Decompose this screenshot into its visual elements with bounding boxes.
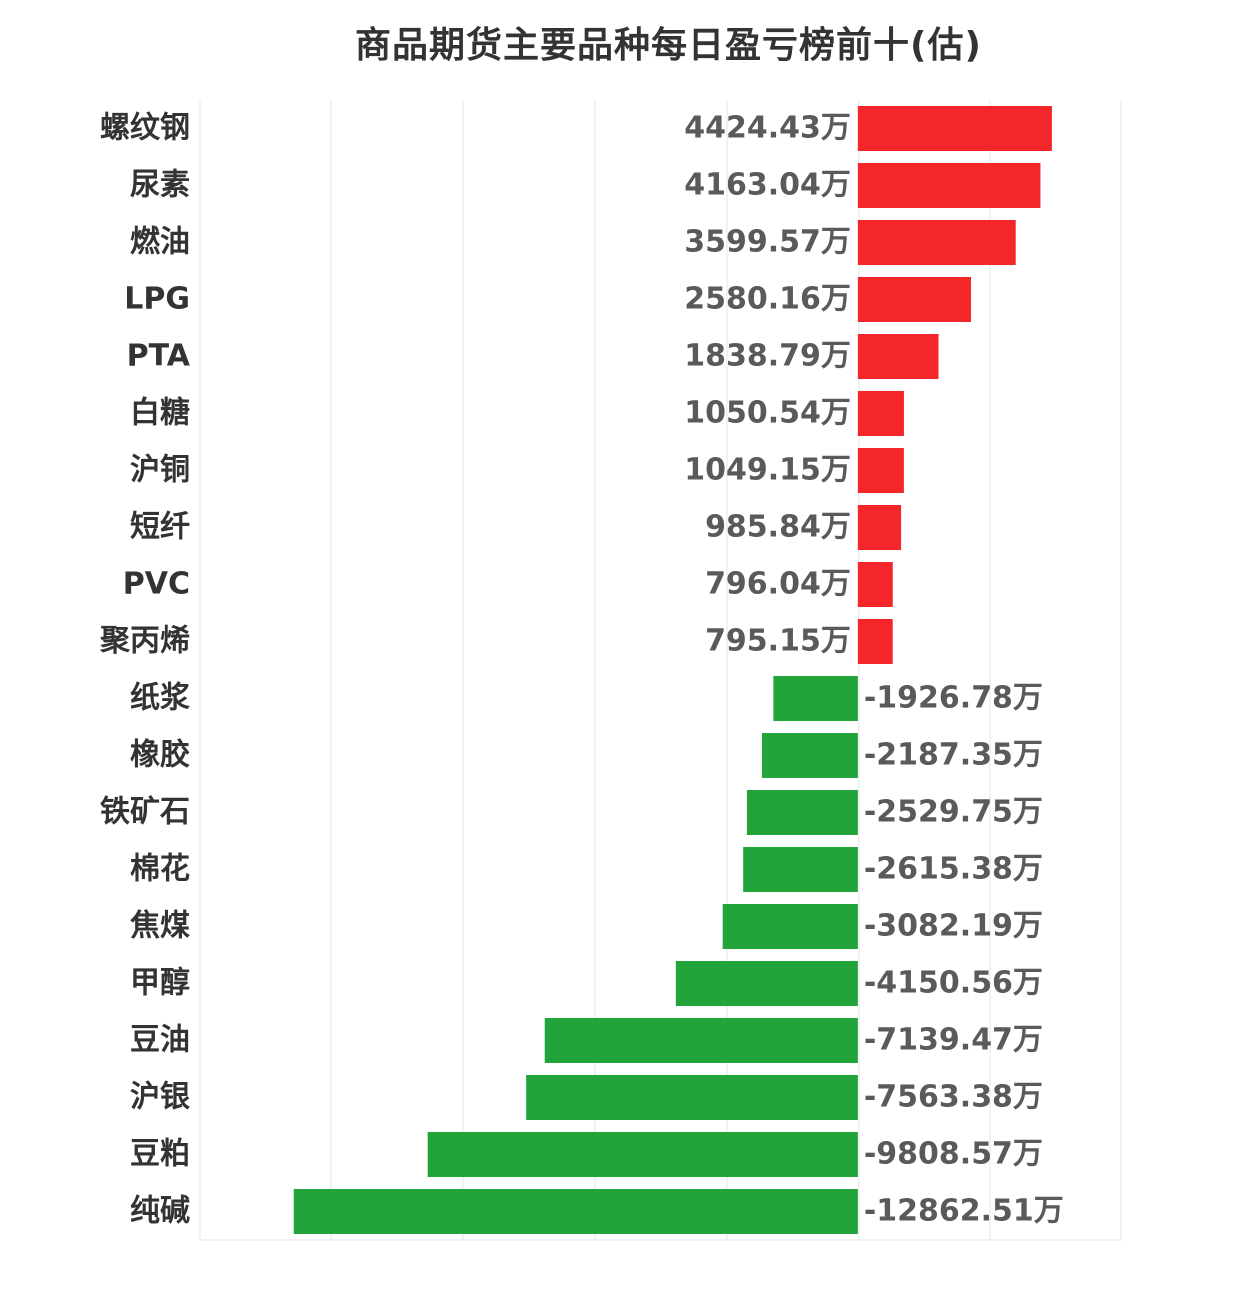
category-label: LPG — [124, 282, 190, 317]
value-label: 4424.43万 — [684, 111, 851, 146]
value-label: -12862.51万 — [864, 1194, 1064, 1229]
value-label: -2529.75万 — [864, 795, 1043, 830]
bar-14 — [722, 904, 858, 949]
value-label: 795.15万 — [705, 624, 851, 659]
value-label: -3082.19万 — [864, 909, 1043, 944]
category-label: 螺纹钢 — [100, 111, 190, 146]
bar-4 — [857, 334, 939, 379]
category-label: 铁矿石 — [100, 795, 190, 830]
value-label: -2187.35万 — [864, 738, 1043, 773]
value-label: 2580.16万 — [684, 282, 851, 317]
value-label: -9808.57万 — [864, 1137, 1043, 1172]
bar-7 — [857, 505, 902, 550]
bar-12 — [746, 790, 858, 835]
category-label: 燃油 — [130, 225, 190, 260]
bars — [293, 106, 1052, 1234]
value-label: 1049.15万 — [684, 453, 851, 488]
value-label: 3599.57万 — [684, 225, 851, 260]
value-label: -7563.38万 — [864, 1080, 1043, 1115]
value-label: 4163.04万 — [684, 168, 851, 203]
bar-13 — [743, 847, 858, 892]
bar-19 — [293, 1189, 858, 1234]
bar-1 — [857, 163, 1041, 208]
bar-3 — [857, 277, 972, 322]
category-label: 短纤 — [130, 510, 190, 545]
category-label: 焦煤 — [130, 909, 190, 944]
category-label: 白糖 — [130, 396, 190, 431]
bar-6 — [857, 448, 904, 493]
category-label: PTA — [127, 339, 191, 374]
category-label: 纯碱 — [130, 1194, 190, 1229]
value-labels: 4424.43万 4163.04万 3599.57万 2580.16万 1838.79万… — [684, 111, 1064, 1229]
category-label: PVC — [123, 567, 190, 602]
bar-18 — [427, 1132, 858, 1177]
value-label: -1926.78万 — [864, 681, 1043, 716]
bar-17 — [526, 1075, 858, 1120]
bar-2 — [857, 220, 1016, 265]
category-label: 沪铜 — [130, 453, 190, 488]
category-label: 纸浆 — [130, 681, 190, 716]
category-label: 棉花 — [130, 852, 190, 887]
bar-10 — [773, 676, 858, 721]
category-label: 聚丙烯 — [99, 624, 190, 659]
bar-16 — [544, 1018, 858, 1063]
value-label: 985.84万 — [705, 510, 851, 545]
bar-5 — [857, 391, 904, 436]
bar-8 — [857, 562, 893, 607]
value-label: 796.04万 — [705, 567, 851, 602]
category-label: 橡胶 — [130, 738, 190, 773]
chart-title: 商品期货主要品种每日盈亏榜前十(估) — [355, 25, 982, 66]
bar-9 — [857, 619, 893, 664]
grid-lines — [199, 100, 1122, 1241]
category-label: 豆粕 — [130, 1137, 190, 1172]
value-label: -7139.47万 — [864, 1023, 1043, 1058]
value-label: 1050.54万 — [684, 396, 851, 431]
category-label: 甲醇 — [130, 966, 190, 1001]
bar-11 — [761, 733, 858, 778]
bar-15 — [675, 961, 858, 1006]
category-label: 尿素 — [130, 168, 190, 203]
value-label: -4150.56万 — [864, 966, 1043, 1001]
value-label: 1838.79万 — [684, 339, 851, 374]
category-label: 豆油 — [130, 1023, 190, 1058]
value-label: -2615.38万 — [864, 852, 1043, 887]
category-label: 沪银 — [130, 1080, 190, 1115]
bar-0 — [857, 106, 1052, 151]
